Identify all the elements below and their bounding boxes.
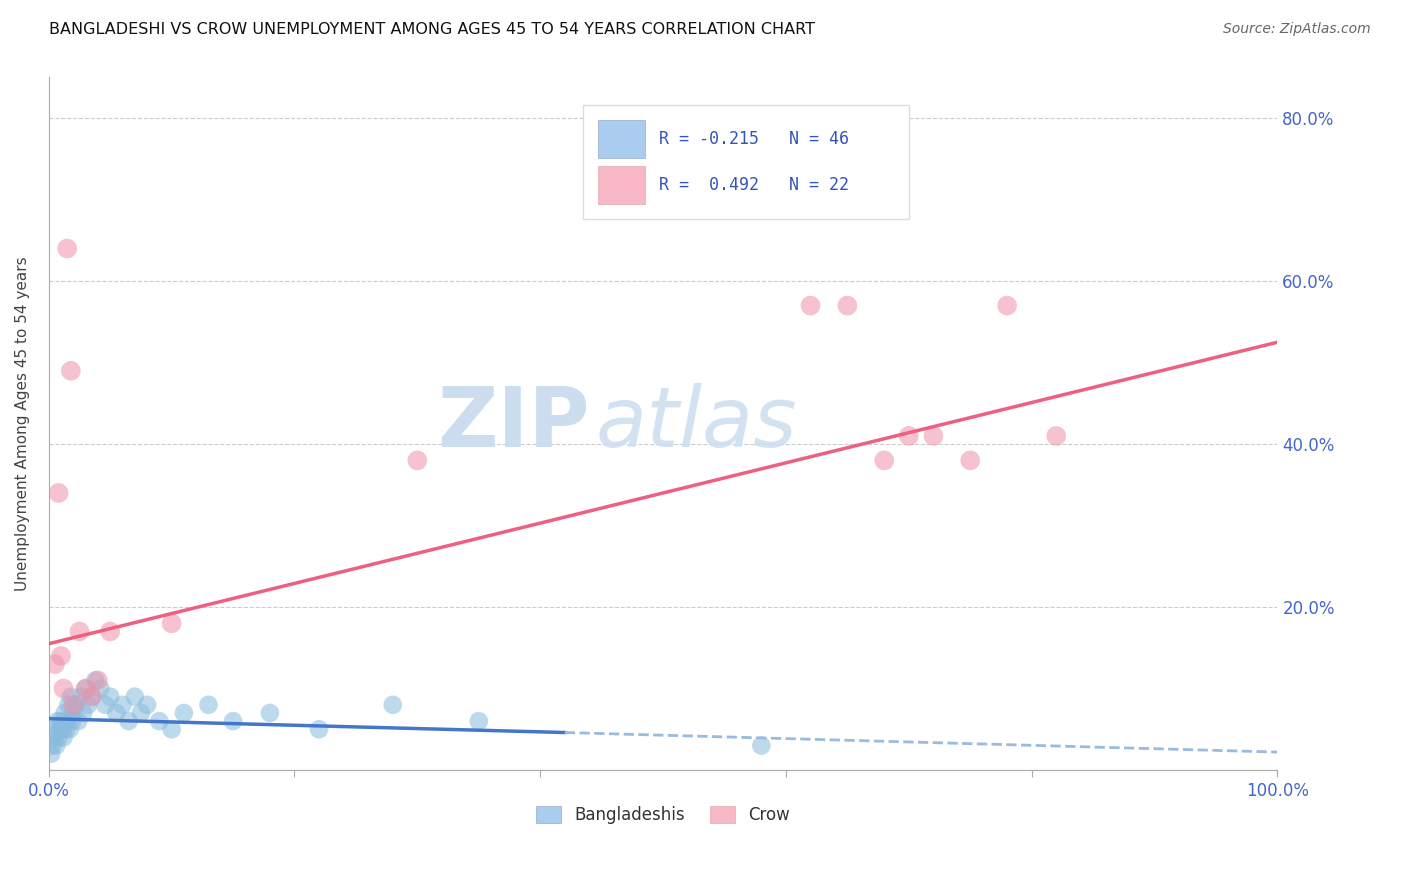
Point: [60, 714, 83, 728]
Point: [51, 723, 73, 737]
Point: [751, 739, 773, 753]
Point: [222, 714, 245, 728]
Point: [59, 690, 82, 704]
Point: [105, 706, 128, 720]
Point: [62, 698, 84, 712]
Point: [124, 690, 146, 704]
Point: [129, 706, 152, 720]
Point: [49, 714, 72, 728]
Point: [56, 242, 79, 256]
Point: [39, 747, 62, 761]
Point: [98, 690, 121, 704]
Point: [62, 706, 84, 720]
Point: [48, 731, 70, 745]
Point: [58, 698, 80, 712]
Text: Source: ZipAtlas.com: Source: ZipAtlas.com: [1223, 22, 1371, 37]
Point: [136, 698, 159, 712]
Point: [75, 681, 97, 696]
Text: BANGLADESHI VS CROW UNEMPLOYMENT AMONG AGES 45 TO 54 YEARS CORRELATION CHART: BANGLADESHI VS CROW UNEMPLOYMENT AMONG A…: [49, 22, 815, 37]
Point: [44, 657, 66, 671]
Legend: Bangladeshis, Crow: Bangladeshis, Crow: [536, 805, 790, 824]
Point: [55, 723, 77, 737]
Point: [308, 723, 330, 737]
Point: [98, 624, 121, 639]
Point: [1045, 429, 1067, 443]
Point: [173, 706, 195, 720]
Point: [94, 698, 117, 712]
Point: [42, 731, 65, 745]
Text: R =  0.492   N = 22: R = 0.492 N = 22: [659, 176, 849, 194]
Point: [44, 723, 66, 737]
Point: [67, 714, 90, 728]
Point: [111, 698, 134, 712]
Point: [72, 706, 94, 720]
FancyBboxPatch shape: [598, 166, 644, 204]
Point: [52, 731, 75, 745]
Point: [69, 690, 91, 704]
Point: [59, 364, 82, 378]
Point: [406, 453, 429, 467]
FancyBboxPatch shape: [583, 105, 908, 219]
Point: [52, 681, 75, 696]
Point: [45, 739, 67, 753]
Point: [49, 648, 72, 663]
Point: [84, 673, 107, 688]
Point: [259, 706, 281, 720]
Point: [69, 624, 91, 639]
Point: [49, 723, 72, 737]
Point: [959, 453, 981, 467]
Point: [995, 299, 1018, 313]
Point: [77, 698, 100, 712]
Point: [87, 673, 110, 688]
Point: [48, 486, 70, 500]
Point: [75, 681, 97, 696]
Point: [117, 714, 139, 728]
FancyBboxPatch shape: [598, 120, 644, 159]
Point: [799, 299, 821, 313]
Point: [897, 429, 920, 443]
Point: [148, 714, 170, 728]
Text: ZIP: ZIP: [437, 384, 589, 464]
Point: [56, 714, 79, 728]
Point: [160, 723, 183, 737]
Point: [922, 429, 945, 443]
Point: [80, 690, 103, 704]
Point: [381, 698, 404, 712]
Point: [160, 616, 183, 631]
Point: [837, 299, 859, 313]
Point: [41, 739, 63, 753]
Point: [873, 453, 896, 467]
Point: [468, 714, 491, 728]
Point: [53, 706, 76, 720]
Point: [80, 690, 103, 704]
Point: [46, 714, 69, 728]
Text: R = -0.215   N = 46: R = -0.215 N = 46: [659, 130, 849, 148]
Point: [197, 698, 219, 712]
Point: [89, 681, 111, 696]
Point: [65, 698, 87, 712]
Point: [59, 723, 82, 737]
Text: atlas: atlas: [596, 384, 797, 464]
Y-axis label: Unemployment Among Ages 45 to 54 years: Unemployment Among Ages 45 to 54 years: [15, 256, 30, 591]
